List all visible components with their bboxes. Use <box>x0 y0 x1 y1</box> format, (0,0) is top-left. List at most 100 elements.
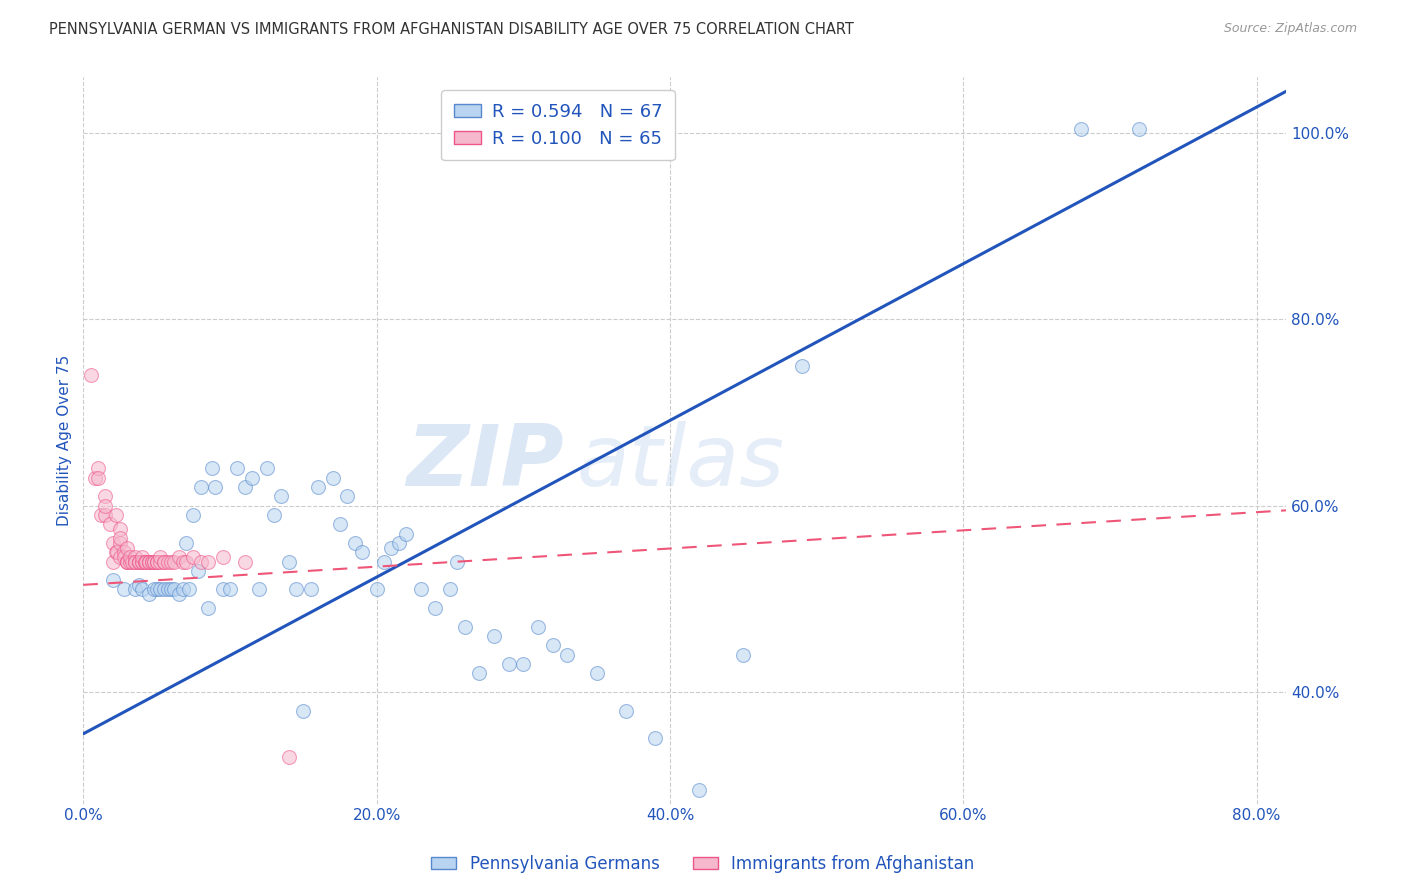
Point <box>145 555 167 569</box>
Point <box>134 555 156 569</box>
Point <box>117 555 139 569</box>
Point <box>101 555 124 569</box>
Point <box>172 555 194 569</box>
Point <box>131 549 153 564</box>
Point <box>277 555 299 569</box>
Point <box>90 508 112 522</box>
Point <box>112 545 135 559</box>
Point <box>105 545 128 559</box>
Point <box>148 555 170 569</box>
Point <box>108 549 131 564</box>
Point <box>128 555 150 569</box>
Point <box>131 555 153 569</box>
Point <box>124 555 146 569</box>
Point <box>425 601 447 615</box>
Point <box>138 587 160 601</box>
Point <box>292 704 315 718</box>
Point <box>124 549 146 564</box>
Point <box>104 508 127 522</box>
Point <box>117 555 139 569</box>
Point <box>468 666 491 681</box>
Point <box>388 536 411 550</box>
Point <box>1128 121 1150 136</box>
Point <box>187 564 209 578</box>
Point <box>482 629 505 643</box>
Point <box>142 582 165 597</box>
Point <box>108 536 131 550</box>
Point <box>98 517 121 532</box>
Point <box>112 549 135 564</box>
Point <box>101 573 124 587</box>
Point <box>138 555 160 569</box>
Point <box>343 536 366 550</box>
Point <box>174 536 197 550</box>
Point <box>219 582 242 597</box>
Point <box>141 555 163 569</box>
Point <box>112 582 135 597</box>
Point <box>94 499 117 513</box>
Point <box>131 582 153 597</box>
Y-axis label: Disability Age Over 75: Disability Age Over 75 <box>58 355 72 526</box>
Point <box>181 549 204 564</box>
Point <box>131 555 153 569</box>
Point <box>181 508 204 522</box>
Point <box>167 587 190 601</box>
Point <box>94 489 117 503</box>
Point <box>128 555 150 569</box>
Point <box>121 555 143 569</box>
Point <box>87 461 110 475</box>
Text: PENNSYLVANIA GERMAN VS IMMIGRANTS FROM AFGHANISTAN DISABILITY AGE OVER 75 CORREL: PENNSYLVANIA GERMAN VS IMMIGRANTS FROM A… <box>49 22 853 37</box>
Point <box>395 526 418 541</box>
Point <box>733 648 755 662</box>
Point <box>145 582 167 597</box>
Point <box>541 638 564 652</box>
Point <box>527 620 550 634</box>
Point <box>145 555 167 569</box>
Point <box>142 555 165 569</box>
Point <box>256 461 278 475</box>
Point <box>373 555 395 569</box>
Point <box>197 555 219 569</box>
Point <box>157 555 180 569</box>
Point <box>124 582 146 597</box>
Point <box>142 555 165 569</box>
Point <box>134 555 156 569</box>
Point <box>153 555 176 569</box>
Point <box>226 461 249 475</box>
Point <box>350 545 373 559</box>
Point <box>101 536 124 550</box>
Point <box>329 517 352 532</box>
Point <box>409 582 432 597</box>
Point <box>240 471 263 485</box>
Point <box>120 549 142 564</box>
Point <box>790 359 813 373</box>
Point <box>322 471 344 485</box>
Point <box>104 545 127 559</box>
Point <box>138 555 160 569</box>
Point <box>247 582 270 597</box>
Point <box>555 648 578 662</box>
Legend: Pennsylvania Germans, Immigrants from Afghanistan: Pennsylvania Germans, Immigrants from Af… <box>425 848 981 880</box>
Point <box>512 657 534 671</box>
Point <box>163 555 186 569</box>
Point <box>160 555 183 569</box>
Point <box>167 549 190 564</box>
Point <box>211 549 233 564</box>
Point <box>190 480 212 494</box>
Point <box>1070 121 1092 136</box>
Point <box>211 582 233 597</box>
Point <box>688 782 710 797</box>
Point <box>277 750 299 764</box>
Point <box>204 480 226 494</box>
Point <box>307 480 329 494</box>
Point <box>84 471 107 485</box>
Point <box>366 582 388 597</box>
Point <box>153 582 176 597</box>
Point <box>117 555 139 569</box>
Text: atlas: atlas <box>576 421 785 504</box>
Point <box>233 555 256 569</box>
Point <box>108 531 131 545</box>
Point <box>498 657 520 671</box>
Point <box>148 582 170 597</box>
Point <box>263 508 285 522</box>
